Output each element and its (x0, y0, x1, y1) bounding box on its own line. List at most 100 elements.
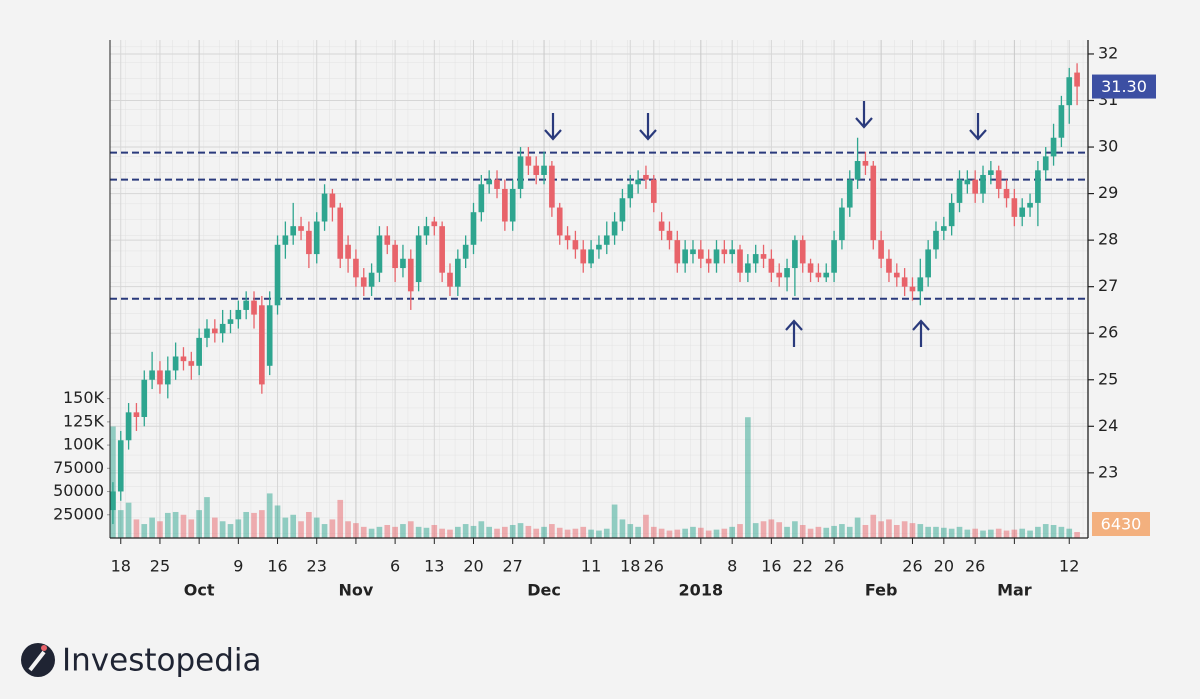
candle-body (486, 179, 492, 185)
volume-bar (274, 505, 281, 538)
x-tick-label: 13 (424, 557, 444, 576)
month-label: 2018 (679, 581, 724, 600)
volume-bar (799, 524, 806, 538)
volume-bar (792, 521, 798, 538)
candle-body (407, 258, 414, 292)
candle-body (1011, 198, 1018, 217)
candle-body (110, 491, 116, 511)
volume-bar (533, 528, 540, 538)
volume-bar (227, 524, 234, 538)
y-tick-label: 24 (1098, 416, 1118, 435)
candle-body (799, 240, 806, 264)
candle-body (933, 230, 939, 250)
month-label: Feb (865, 581, 898, 600)
volume-bar (306, 511, 312, 538)
volume-bar (995, 528, 1002, 538)
volume-bar (337, 499, 344, 538)
x-tick-label: 26 (644, 557, 664, 576)
volume-bar (180, 514, 187, 538)
candle-body (141, 379, 148, 417)
candle-body (737, 249, 743, 273)
volume-bar (1019, 528, 1026, 538)
candle-body (306, 230, 312, 255)
levels (110, 151, 1088, 300)
x-tick-label: 16 (761, 557, 781, 576)
volume-tick-label: 75000 (53, 458, 104, 477)
volume-bar (423, 527, 430, 538)
candle-body (266, 305, 273, 366)
volume-bar (455, 526, 461, 538)
x-tick-label: 26 (965, 557, 985, 576)
volume-bar (956, 526, 963, 538)
volume-bar (862, 524, 869, 538)
volume-bar (745, 417, 751, 538)
candle-body (298, 226, 304, 231)
candle-body (611, 221, 618, 236)
plot-background (110, 40, 1088, 538)
candle-body (164, 370, 171, 385)
volume-bar (219, 521, 226, 538)
volume-bar (321, 524, 328, 538)
volume-bar (486, 526, 492, 538)
candle-body (556, 207, 563, 236)
volume-bar (431, 524, 438, 538)
volume-bar (125, 502, 132, 538)
candle-body (588, 249, 594, 264)
volume-bar (462, 524, 469, 538)
volume-bar (1042, 524, 1049, 538)
volume-tag (1092, 512, 1150, 536)
candle-body (815, 272, 822, 278)
candle-body (901, 277, 908, 287)
candle-body (259, 305, 265, 385)
candle-body (839, 207, 845, 241)
candle-body (1058, 105, 1065, 138)
x-tick-label: 18 (111, 557, 131, 576)
volume-bar (846, 526, 853, 538)
volume-bar (619, 519, 626, 538)
candle-body (580, 249, 587, 264)
candle-body (204, 328, 210, 338)
candle-body (470, 212, 477, 245)
volume-bar (917, 524, 924, 538)
volume-bar (823, 527, 830, 538)
volume-bar (1035, 526, 1041, 538)
volume-bar (933, 526, 939, 538)
volume-bar (509, 524, 516, 538)
volume-tick-label: 25000 (53, 504, 104, 523)
month-label: Mar (997, 581, 1032, 600)
volume-bar (760, 521, 767, 538)
candle-body (572, 240, 579, 250)
x-tick-label: 12 (1059, 557, 1079, 576)
candle-body (196, 337, 202, 366)
volume-bar (909, 523, 916, 538)
volume-bar (1058, 526, 1065, 538)
candle-body (219, 323, 226, 334)
candle-body (353, 258, 359, 278)
x-tick-label: 22 (793, 557, 813, 576)
candle-body (596, 244, 602, 250)
candle-body (603, 235, 610, 245)
volume-bar (407, 521, 414, 538)
volume-bar (650, 526, 657, 538)
volume-bar (948, 528, 955, 538)
volume-bar (157, 521, 163, 538)
volume-bar (266, 493, 273, 538)
volume-bar (831, 525, 837, 538)
candle-body (400, 258, 406, 269)
volume-bar (705, 530, 712, 538)
candle-body (964, 179, 971, 185)
volume-bar (376, 526, 383, 538)
candle-body (658, 221, 665, 231)
volume-tick-label: 100K (63, 435, 105, 454)
volume-bar (964, 529, 971, 538)
volume-bar (588, 529, 594, 538)
volume-bar (517, 523, 524, 538)
candle-body (509, 188, 516, 222)
y-tick-label: 32 (1098, 43, 1118, 62)
candle-body (807, 263, 814, 273)
x-tick-label: 26 (824, 557, 844, 576)
candle-body (846, 179, 853, 208)
x-tick-label: 9 (233, 557, 243, 576)
month-label: Dec (527, 581, 561, 600)
